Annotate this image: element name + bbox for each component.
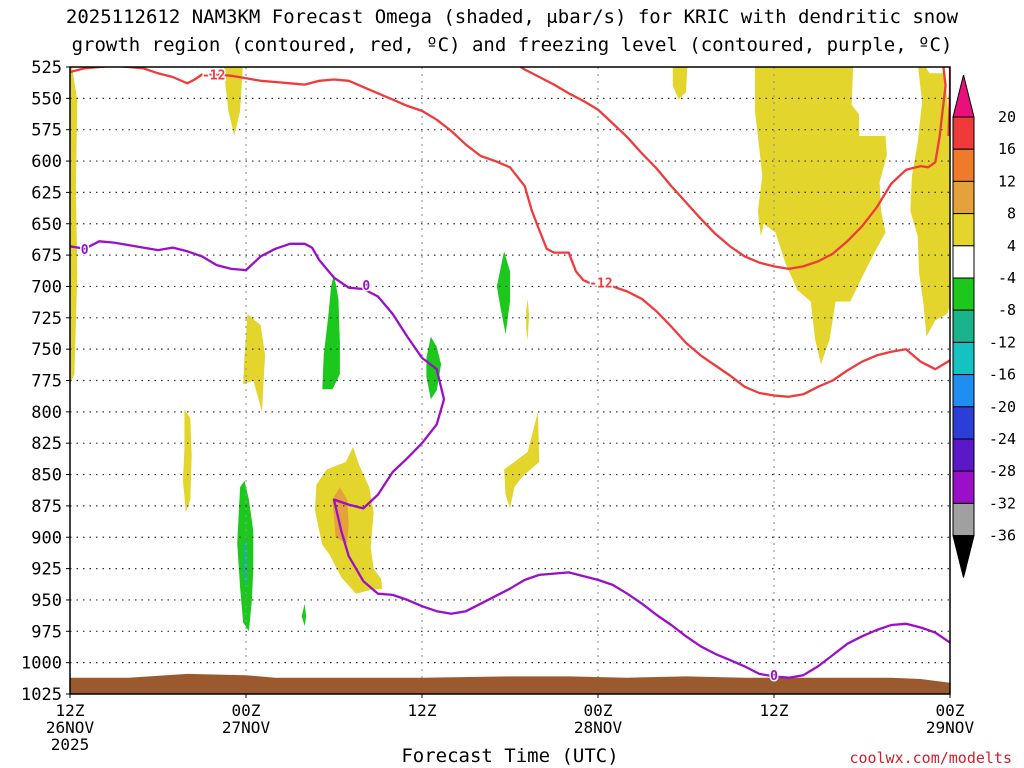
y-tick-label: 1000 (21, 654, 62, 674)
colorbar-label: -4 (998, 269, 1016, 287)
omega-region (672, 67, 688, 100)
contour-line (518, 67, 947, 271)
colorbar-top-arrow (952, 74, 975, 118)
colorbar-label: 12 (998, 172, 1016, 190)
y-tick-label: 675 (31, 246, 62, 266)
y-tick-label: 925 (31, 560, 62, 580)
y-tick-label: 975 (31, 622, 62, 642)
y-tick-label: 525 (31, 58, 62, 78)
x-tick-label: 29NOV (926, 718, 975, 737)
y-tick-label: 950 (31, 591, 62, 611)
x-tick-label: 26NOV (46, 718, 95, 737)
colorbar-label: -16 (989, 366, 1016, 384)
omega-region (70, 67, 78, 385)
x-tick-label: 12Z (56, 701, 85, 720)
y-axis-labels: 525 550 575 600 625 650 675 700 725 750 775 800 825 8… (21, 58, 70, 705)
colorbar-bottom-arrow (952, 535, 975, 578)
colorbar-bin (952, 406, 975, 440)
colorbar-label: -36 (989, 527, 1016, 545)
y-tick-label: 750 (31, 340, 62, 360)
contour-label: -12 (202, 69, 225, 84)
plot-frame (69, 66, 951, 695)
contour-line (70, 240, 950, 679)
colorbar-bin (952, 213, 975, 247)
x-tick-label: 00Z (936, 701, 965, 720)
contour-line (70, 67, 950, 398)
y-tick-label: 1025 (21, 685, 62, 705)
colorbar-bin (952, 438, 975, 472)
colorbar-label: -28 (989, 462, 1016, 480)
y-tick-label: 800 (31, 403, 62, 423)
contour-label: 0 (81, 243, 89, 258)
colorbar-bin (952, 148, 975, 182)
colorbar: 20 16 12 8 4 -4 -8 -12 -16 -20 -24 -28 -32 -36 (952, 74, 1016, 578)
colorbar-bin (952, 180, 975, 215)
y-tick-label: 650 (31, 215, 62, 235)
chart-title-line1: 2025112612 NAM3KM Forecast Omega (shaded… (65, 6, 959, 28)
colorbar-label: 4 (1007, 237, 1016, 255)
x-tick-label: 12Z (408, 701, 437, 720)
contour-label: 0 (770, 669, 778, 684)
x-tick-label: 2025 (51, 735, 90, 754)
omega-region (314, 447, 383, 594)
y-tick-label: 900 (31, 528, 62, 548)
credit-link[interactable]: coolwx.com/modelts (849, 749, 1012, 767)
colorbar-label: -8 (998, 301, 1016, 319)
ground-surface (70, 673, 950, 694)
omega-region (504, 411, 540, 509)
contour-line (947, 67, 950, 137)
x-axis-title: Forecast Time (UTC) (401, 745, 619, 767)
y-tick-label: 600 (31, 152, 62, 172)
y-tick-label: 850 (31, 466, 62, 486)
colorbar-label: 20 (998, 108, 1016, 126)
omega-region (224, 67, 243, 136)
x-tick-label: 27NOV (222, 718, 271, 737)
y-tick-label: 575 (31, 121, 62, 141)
ground-layer (70, 673, 950, 694)
omega-region (322, 273, 340, 390)
y-tick-label: 725 (31, 309, 62, 329)
colorbar-label: -12 (989, 333, 1016, 351)
x-tick-label: 28NOV (574, 718, 623, 737)
colorbar-bin (952, 116, 975, 150)
contour-layer: -12 -12 0 0 0 (70, 67, 950, 686)
y-tick-label: 775 (31, 372, 62, 392)
x-tick-label: 00Z (584, 701, 613, 720)
colorbar-label: -20 (989, 398, 1016, 416)
y-tick-label: 700 (31, 277, 62, 297)
colorbar-bin (952, 277, 975, 311)
omega-region (526, 299, 530, 341)
omega-region (754, 67, 887, 365)
chart-title-line2: growth region (contoured, red, ºC) and f… (71, 34, 953, 56)
colorbar-label: -32 (989, 494, 1016, 512)
y-tick-label: 825 (31, 434, 62, 454)
colorbar-label: -24 (989, 430, 1016, 448)
x-tick-label: 12Z (760, 701, 789, 720)
colorbar-bin (952, 502, 975, 537)
contour-label: 0 (362, 279, 370, 294)
y-tick-label: 550 (31, 89, 62, 109)
colorbar-bin (952, 470, 975, 504)
colorbar-label: 8 (1007, 205, 1016, 223)
colorbar-bin (952, 245, 975, 279)
y-tick-label: 625 (31, 183, 62, 203)
colorbar-bin (952, 374, 975, 408)
colorbar-bin (952, 341, 975, 376)
omega-region (182, 409, 192, 513)
omega-region (243, 314, 266, 412)
colorbar-bin (952, 309, 975, 343)
omega-shading-layer (70, 67, 950, 632)
contour-label: -12 (589, 277, 612, 292)
colorbar-label: 16 (998, 140, 1016, 158)
omega-region (301, 603, 307, 627)
y-tick-label: 875 (31, 497, 62, 517)
x-tick-label: 00Z (232, 701, 261, 720)
omega-region (496, 251, 510, 335)
